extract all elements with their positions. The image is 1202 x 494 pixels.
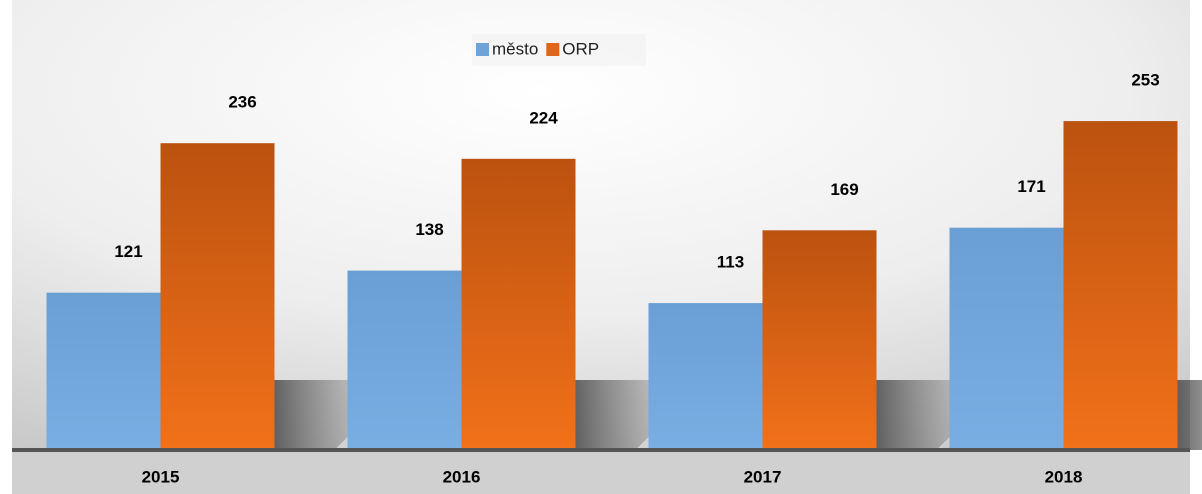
bar: [347, 270, 462, 450]
bar: [648, 303, 763, 450]
x-tick-label: 2015: [142, 467, 180, 486]
bar: [949, 227, 1064, 450]
x-tick-label: 2016: [443, 467, 481, 486]
data-label: 224: [529, 108, 558, 127]
data-label: 121: [114, 242, 142, 261]
bar: [46, 292, 161, 450]
x-tick-label: 2018: [1045, 467, 1083, 486]
bar: [762, 230, 877, 450]
bar: [160, 143, 275, 450]
bar-shadow: [1177, 380, 1202, 450]
data-label: 171: [1017, 177, 1045, 196]
legend-label: ORP: [562, 39, 599, 58]
bar: [461, 158, 576, 451]
data-label: 113: [717, 253, 744, 272]
data-label: 253: [1131, 71, 1159, 90]
bar: [1063, 121, 1178, 450]
data-label: 236: [228, 93, 256, 112]
legend-swatch: [546, 43, 560, 56]
x-tick-label: 2017: [744, 467, 782, 486]
legend-label: město: [492, 39, 538, 58]
category-band: [12, 452, 1190, 494]
data-label: 169: [830, 180, 858, 199]
data-label: 138: [415, 220, 443, 239]
legend-swatch: [476, 43, 489, 56]
